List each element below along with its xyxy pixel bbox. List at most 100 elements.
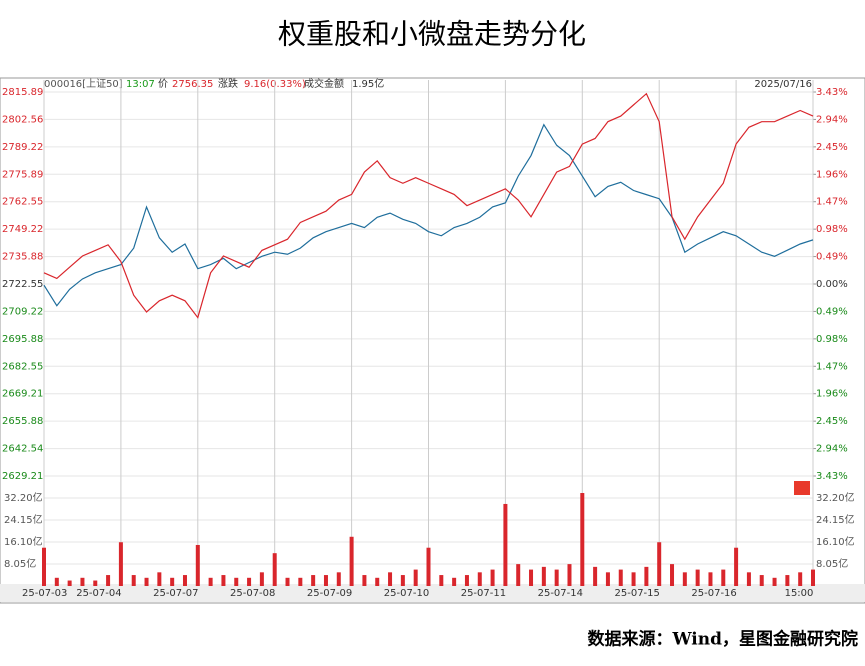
x-tick-label: 25-07-04	[76, 588, 121, 599]
volume-bar	[131, 575, 136, 586]
volume-bar	[593, 566, 598, 586]
volume-bar	[323, 575, 328, 586]
time: 13:07	[126, 79, 155, 90]
y2-tick-label: 2.45%	[816, 416, 848, 427]
x-tick-label: 25-07-15	[615, 588, 660, 599]
volume-bar	[272, 553, 277, 586]
volume-bar	[375, 577, 380, 586]
volume-bar	[285, 577, 290, 586]
series-line	[43, 92, 814, 319]
y2-tick-label: 0.98%	[816, 334, 848, 345]
volume-bar	[349, 536, 354, 586]
y-tick-label: 2749.22	[2, 224, 43, 235]
volume-bar	[311, 575, 316, 586]
y-tick-label: 8.05亿	[4, 557, 36, 570]
volume-bar	[657, 542, 662, 586]
volume-bar	[259, 572, 264, 586]
y2-tick-label: 1.96%	[816, 389, 848, 400]
y-tick-label: 2642.54	[2, 444, 43, 455]
x-tick-label: 25-07-08	[230, 588, 275, 599]
volume-bar	[670, 564, 675, 586]
volume-bar	[42, 547, 46, 586]
x-tick-label: 25-07-16	[691, 588, 736, 599]
volume-bar	[452, 577, 457, 586]
volume-bar	[785, 575, 790, 586]
volume-bar	[759, 575, 764, 586]
y2-tick-label: 0.98%	[816, 224, 848, 235]
y2-tick-label: 3.43%	[816, 87, 848, 98]
code: 000016[上证50]	[44, 78, 123, 90]
volume-bar	[734, 547, 739, 586]
volume-bar	[413, 569, 418, 586]
volume-bar	[477, 572, 482, 586]
y-tick-label: 2789.22	[2, 142, 43, 153]
volume-bar	[182, 575, 187, 586]
volume-bar	[400, 575, 405, 586]
volume-bar	[157, 572, 162, 586]
x-tick-label: 25-07-10	[384, 588, 429, 599]
x-tick-label: 25-07-03	[22, 588, 67, 599]
y-tick-label: 2709.22	[2, 306, 43, 317]
volume-bar	[682, 572, 687, 586]
volume-bar	[93, 580, 98, 586]
volume-bar	[336, 572, 341, 586]
volume-bar	[80, 577, 85, 586]
y2-tick-label: 0.49%	[816, 306, 848, 317]
volume-bar	[618, 569, 623, 586]
y2-tick-label: 1.47%	[816, 197, 848, 208]
date: 2025/07/16	[754, 79, 812, 90]
y-tick-label: 2735.88	[2, 252, 43, 263]
volume-bar	[298, 577, 303, 586]
source: 数据来源：Wind，星图金融研究院	[588, 629, 859, 650]
volume-bar	[170, 577, 175, 586]
volume-bar	[503, 503, 508, 586]
volume-bar	[54, 577, 59, 586]
chart-title: 权重股和小微盘走势分化	[278, 18, 586, 51]
volume-bar	[541, 566, 546, 586]
y-tick-label: 2629.21	[2, 471, 43, 482]
volume-bar	[439, 575, 444, 586]
volume-bar	[464, 575, 469, 586]
volume-bar	[195, 544, 200, 586]
x-tick-label: 25-07-09	[307, 588, 352, 599]
volume-bar	[798, 572, 803, 586]
volume-bar	[529, 569, 534, 586]
y2-tick-label: 2.94%	[816, 114, 848, 125]
marker	[794, 481, 810, 495]
x-tick-label: 25-07-11	[461, 588, 506, 599]
x-axis-band	[0, 584, 865, 602]
volume-bar	[234, 577, 239, 586]
y-tick-label: 2655.88	[2, 416, 43, 427]
volume-bar	[221, 575, 226, 586]
volume-bar	[118, 542, 123, 586]
y-tick-label: 24.15亿	[4, 513, 43, 526]
x-tick-label: 25-07-07	[153, 588, 198, 599]
volume-bar	[106, 575, 111, 586]
amount: 1.95亿	[352, 77, 384, 90]
volume-bar	[772, 577, 777, 586]
y-tick-label: 2682.55	[2, 361, 43, 372]
volume-bar	[708, 572, 713, 586]
y-tick-label: 16.10亿	[816, 535, 855, 548]
y-tick-label: 2815.89	[2, 87, 43, 98]
volume-bar	[144, 577, 149, 586]
price: 2756.35	[172, 79, 213, 90]
price-label: 价	[158, 78, 168, 90]
volume-bar	[208, 577, 213, 586]
y2-tick-label: 2.94%	[816, 444, 848, 455]
volume-bar	[490, 569, 495, 586]
volume-bar	[746, 572, 751, 586]
y2-tick-label: 0.49%	[816, 252, 848, 263]
volume-bar	[695, 569, 700, 586]
volume-bar	[567, 564, 572, 586]
series-line	[43, 123, 814, 307]
volume-bar	[580, 493, 585, 586]
y-tick-label: 2802.56	[2, 114, 43, 125]
y2-tick-label: 0.00%	[816, 279, 848, 290]
volume-bar	[631, 572, 636, 586]
volume-bar	[554, 569, 559, 586]
volume-bar	[362, 575, 367, 586]
y-tick-label: 32.20亿	[816, 491, 855, 504]
